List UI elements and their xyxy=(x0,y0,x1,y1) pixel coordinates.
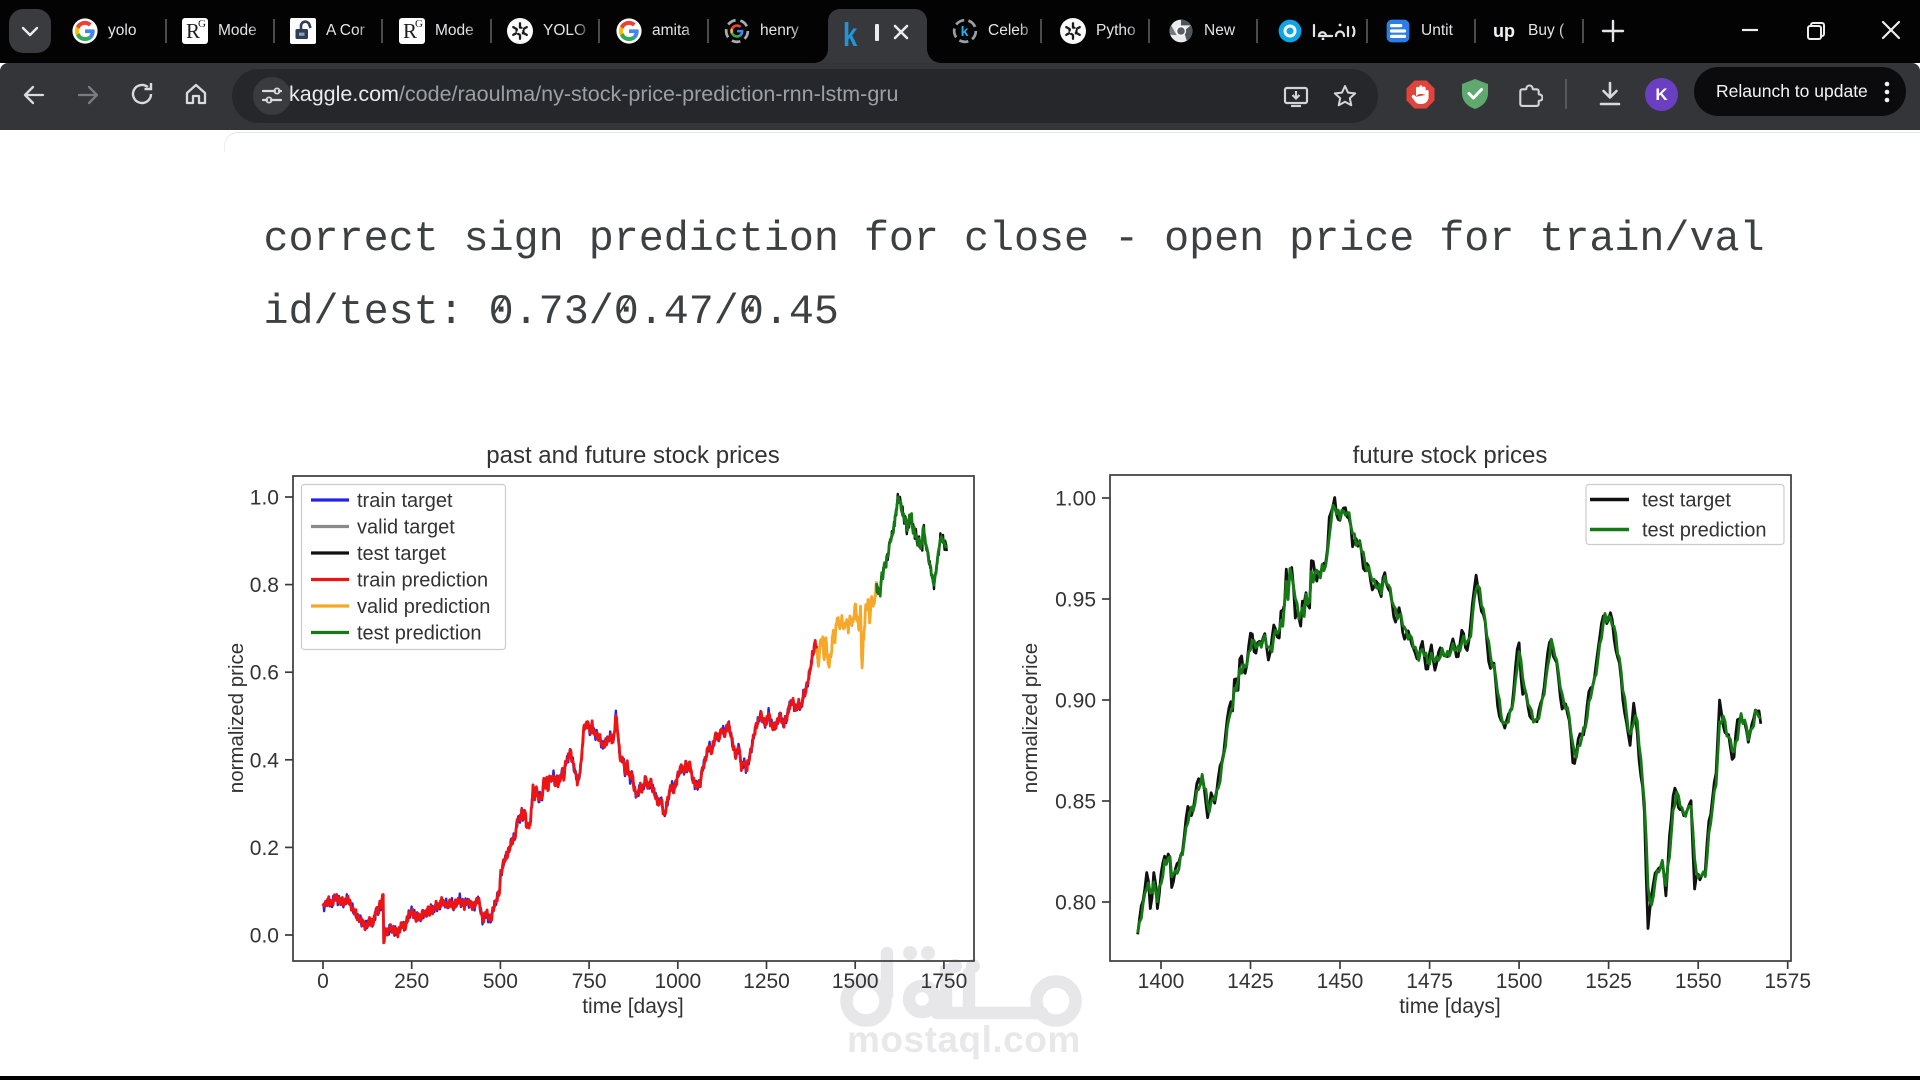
svg-text:future stock prices: future stock prices xyxy=(1353,442,1548,469)
svg-text:0.85: 0.85 xyxy=(1055,791,1096,814)
svg-text:k: k xyxy=(961,23,969,39)
svg-text:0.4: 0.4 xyxy=(250,749,280,772)
svg-text:1575: 1575 xyxy=(1764,970,1811,993)
svg-text:1000: 1000 xyxy=(654,970,701,993)
svg-text:1475: 1475 xyxy=(1406,970,1453,993)
svg-text:1250: 1250 xyxy=(743,970,790,993)
svg-text:normalized price: normalized price xyxy=(225,643,248,793)
svg-text:1525: 1525 xyxy=(1585,970,1632,993)
svg-text:train prediction: train prediction xyxy=(357,570,488,592)
svg-text:train target: train target xyxy=(357,490,453,512)
svg-text:0.95: 0.95 xyxy=(1055,589,1096,612)
svg-text:0.0: 0.0 xyxy=(250,925,279,948)
svg-text:1400: 1400 xyxy=(1138,970,1185,993)
svg-text:0.6: 0.6 xyxy=(250,662,279,685)
svg-text:1.0: 1.0 xyxy=(250,487,279,510)
svg-text:test prediction: test prediction xyxy=(1642,520,1767,542)
svg-text:past and future stock prices: past and future stock prices xyxy=(486,442,779,469)
svg-text:valid target: valid target xyxy=(357,517,455,539)
svg-text:1500: 1500 xyxy=(832,970,879,993)
svg-text:250: 250 xyxy=(394,970,429,993)
svg-text:time [days]: time [days] xyxy=(1399,995,1501,1018)
svg-text:1750: 1750 xyxy=(921,970,968,993)
svg-text:up: up xyxy=(1493,21,1515,41)
svg-text:test target: test target xyxy=(1642,490,1731,512)
svg-text:1500: 1500 xyxy=(1496,970,1543,993)
svg-text:test target: test target xyxy=(357,543,446,565)
svg-text:750: 750 xyxy=(572,970,607,993)
svg-text:time [days]: time [days] xyxy=(582,995,684,1018)
svg-text:0.80: 0.80 xyxy=(1055,892,1096,915)
svg-text:0.8: 0.8 xyxy=(250,574,279,597)
svg-text:1.00: 1.00 xyxy=(1055,488,1096,511)
svg-text:1450: 1450 xyxy=(1317,970,1364,993)
svg-text:valid prediction: valid prediction xyxy=(357,596,490,618)
svg-text:500: 500 xyxy=(483,970,518,993)
svg-text:normalized price: normalized price xyxy=(1019,643,1042,793)
svg-text:0: 0 xyxy=(317,970,329,993)
svg-text:1550: 1550 xyxy=(1675,970,1722,993)
svg-text:0.2: 0.2 xyxy=(250,837,279,860)
svg-text:test prediction: test prediction xyxy=(357,623,482,645)
svg-text:0.90: 0.90 xyxy=(1055,690,1096,713)
svg-text:1425: 1425 xyxy=(1227,970,1274,993)
